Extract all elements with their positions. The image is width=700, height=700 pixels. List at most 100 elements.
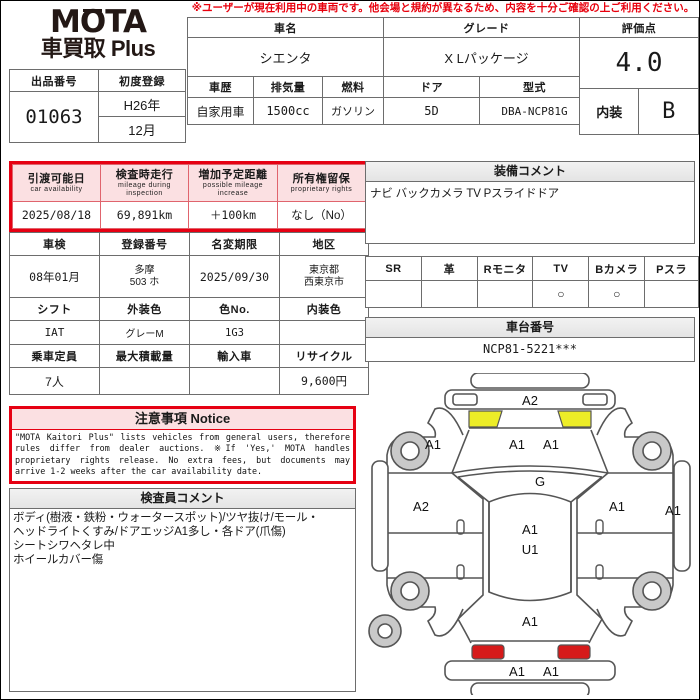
headlight-right-mark xyxy=(557,410,592,428)
logo-o: O xyxy=(79,4,106,40)
interior-color-label: 内装色 xyxy=(279,297,369,321)
dent-mark-left-rear xyxy=(456,564,465,580)
options-table: SR 革 Rモニタ TV Bカメラ Pスラ ○ ○ xyxy=(365,256,699,308)
hood-right-line xyxy=(590,429,609,474)
wheel-rear-right-inner xyxy=(642,581,662,601)
sill-right xyxy=(673,460,691,572)
shift-label: シフト xyxy=(9,297,100,321)
exterior-color-value: グレーM xyxy=(99,320,190,345)
diagram-label-roof-center-b: U1 xyxy=(522,542,539,557)
displacement-label: 排気量 xyxy=(253,76,323,98)
diagram-label-left-door: A2 xyxy=(413,499,429,514)
mileage-value: 69,891km xyxy=(100,201,189,229)
option-pslide-mark xyxy=(644,280,699,308)
mota-logo: MOTA 車買取 Plus xyxy=(23,7,173,65)
availability-col-2-en: possible mileage increase xyxy=(202,181,264,197)
availability-col-2-jp: 増加予定距離 xyxy=(198,168,268,181)
displacement-value: 1500cc xyxy=(253,97,323,125)
front-fog-left xyxy=(452,393,478,406)
score-value: 4.0 xyxy=(579,37,699,89)
diagram-label-front-left-fender: A1 xyxy=(425,437,441,452)
vehicle-name-label: 車名 xyxy=(187,17,384,38)
cabin-left-edge xyxy=(451,472,484,620)
logo-line2: 車買取 Plus xyxy=(40,36,156,61)
availability-col-1-header: 検査時走行 mileage during inspection xyxy=(100,164,189,202)
option-tv-label: TV xyxy=(532,256,590,281)
vehicle-history-value: 自家用車 xyxy=(187,97,254,125)
sill-left xyxy=(371,460,389,572)
logo-m: M xyxy=(50,4,81,40)
option-sr-label: SR xyxy=(365,256,422,281)
dent-mark-right-rear xyxy=(595,564,604,580)
rear-left-line xyxy=(457,618,472,644)
windshield xyxy=(451,465,609,474)
interior-grade-value: B xyxy=(638,88,699,135)
capacity-label: 乗車定員 xyxy=(9,344,100,368)
listing-id-table: 出品番号 初度登録 01063 H26年 12月 xyxy=(9,69,186,143)
taillight-left-mark xyxy=(471,644,505,660)
max-load-label: 最大積載量 xyxy=(99,344,190,368)
max-load-value xyxy=(99,367,190,395)
body-outline-right xyxy=(596,407,674,637)
cabin-left-edge2 xyxy=(457,476,490,592)
diagram-label-right-door: A1 xyxy=(609,499,625,514)
score-label: 評価点 xyxy=(579,17,699,38)
vehicle-info-table: 車名 グレード シエンタ X Lパッケージ 車歴 排気量 燃料 ドア 型式 自家… xyxy=(187,17,590,125)
windshield-inner xyxy=(457,470,603,478)
option-tv-mark: ○ xyxy=(532,280,590,308)
recycle-label: リサイクル xyxy=(279,344,369,368)
availability-col-0-jp: 引渡可能日 xyxy=(27,172,86,185)
diagram-svg: A2 A1 A1 A1 G A2 A1 A1 A1 U1 A1 A1 A1 xyxy=(368,373,691,695)
shaken-label: 車検 xyxy=(9,232,100,256)
capacity-value: 7人 xyxy=(9,367,100,395)
color-no-label: 色No. xyxy=(189,297,280,321)
logo-ta: TA xyxy=(105,4,147,40)
spare-wheel-inner xyxy=(377,623,393,639)
option-bcamera-label: Bカメラ xyxy=(588,256,646,281)
fuel-label: 燃料 xyxy=(322,76,384,98)
notice-title: 注意事項 Notice xyxy=(12,409,353,430)
shaken-value: 08年01月 xyxy=(9,255,100,299)
vehicle-damage-diagram: A2 A1 A1 A1 G A2 A1 A1 A1 U1 A1 A1 A1 xyxy=(365,373,697,695)
rear-lower-bar xyxy=(470,682,590,695)
front-fog-right xyxy=(582,393,608,406)
vehicle-history-label: 車歴 xyxy=(187,76,254,98)
mileage-increase-value: ＋100km xyxy=(188,201,278,229)
door-label: ドア xyxy=(383,76,480,98)
diagram-label-trunk: A1 xyxy=(522,614,538,629)
interior-color-value xyxy=(279,320,369,345)
equipment-comment-body: ナビ バックカメラ TV Pスライドドア xyxy=(370,188,559,200)
headlight-left-mark xyxy=(468,410,503,428)
region-value: 東京都 西東京市 xyxy=(279,255,369,299)
reg-number-label: 登録番号 xyxy=(99,232,190,256)
notice-body: "MOTA Kaitori Plus" lists vehicles from … xyxy=(12,430,353,481)
option-rmonitor-mark xyxy=(476,280,534,308)
availability-col-2-header: 増加予定距離 possible mileage increase xyxy=(188,164,278,202)
cabin-right-edge xyxy=(576,472,609,620)
item-number-label: 出品番号 xyxy=(9,69,99,92)
availability-col-0-header: 引渡可能日 car availability xyxy=(12,164,101,202)
inspector-comment-title: 検査員コメント xyxy=(10,489,355,509)
front-upper-bar xyxy=(470,373,590,389)
availability-col-1-jp: 検査時走行 xyxy=(115,168,174,181)
chassis-number-value: NCP81-5221*** xyxy=(483,342,577,356)
equipment-comment-block: 装備コメント ナビ バックカメラ TV Pスライドドア xyxy=(365,161,695,244)
interior-grade-label: 内装 xyxy=(578,88,640,135)
vehicle-grade-label: グレード xyxy=(383,17,590,38)
roof-panel xyxy=(488,492,572,602)
import-value xyxy=(189,367,280,395)
import-label: 輸入車 xyxy=(189,344,280,368)
item-number-value: 01063 xyxy=(9,91,99,143)
exterior-color-label: 外装色 xyxy=(99,297,190,321)
diagram-label-roof-center-a: A1 xyxy=(522,522,538,537)
cabin-right-edge2 xyxy=(570,476,603,592)
model-code-value: DBA-NCP81G xyxy=(479,97,590,125)
diagram-label-hood-left: A1 xyxy=(509,437,525,452)
option-pslide-label: Pスラ xyxy=(644,256,699,281)
chassis-number-title: 車台番号 xyxy=(366,318,694,338)
rear-bumper xyxy=(444,660,616,681)
taillight-right-mark xyxy=(557,644,591,660)
option-sr-mark xyxy=(365,280,422,308)
region-label: 地区 xyxy=(279,232,369,256)
